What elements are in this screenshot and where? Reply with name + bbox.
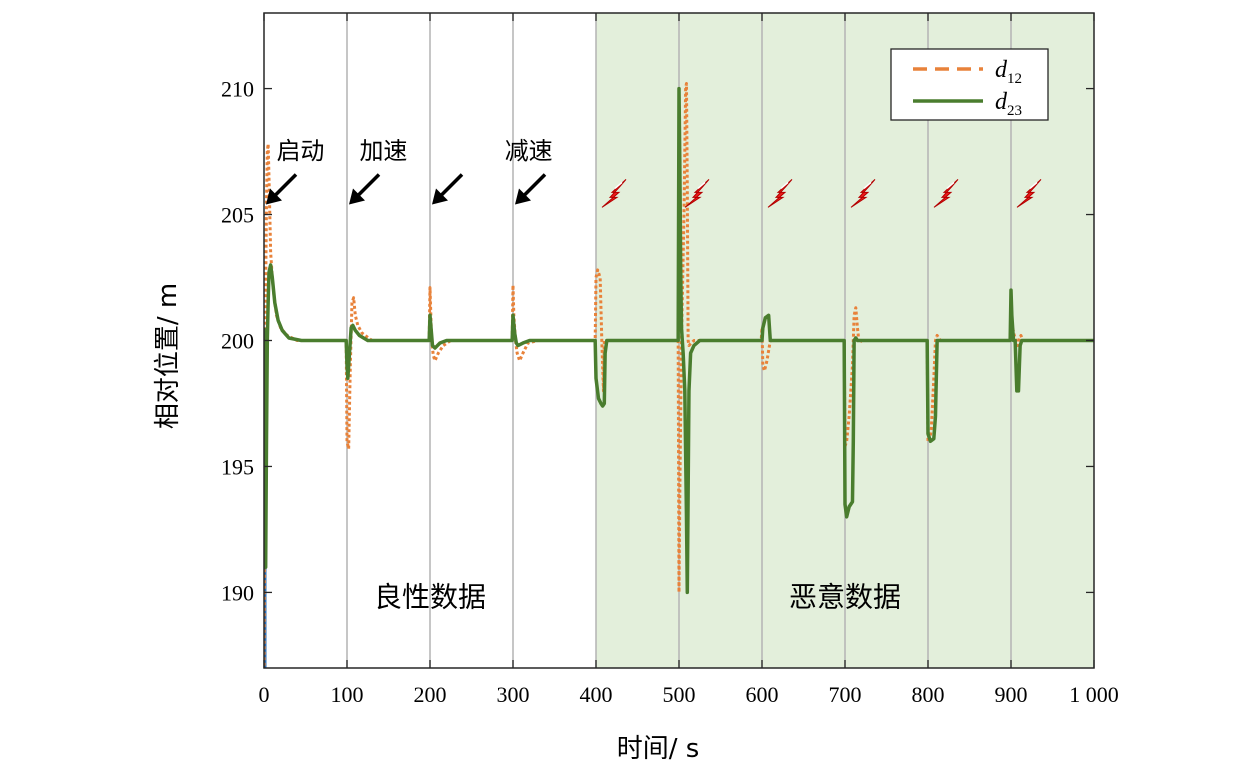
- x-tick-label: 0: [259, 682, 270, 707]
- x-tick-label: 500: [663, 682, 696, 707]
- x-tick-label: 800: [912, 682, 945, 707]
- lightning-highlight: [863, 181, 872, 189]
- arrow-shaft: [272, 173, 298, 198]
- lightning-attack-icon: [933, 179, 959, 208]
- lightning-attack-icon: [1016, 179, 1042, 208]
- annotations: 启动 加速 减速: [266, 137, 1042, 208]
- x-tick-label: 300: [497, 682, 530, 707]
- lightning-attack-icon: [684, 179, 710, 208]
- axes: 0 100 200 300 400 500 600 700 800 900 1 000 190 195 2…: [221, 12, 1119, 707]
- lightning-highlight: [1029, 181, 1038, 189]
- data-series: [264, 82, 1094, 668]
- x-tick-label: 100: [331, 682, 364, 707]
- x-tick-label: 400: [580, 682, 613, 707]
- lightning-attack-icon: [850, 179, 876, 208]
- x-tick-label: 900: [995, 682, 1028, 707]
- series-line-d23: [264, 86, 1094, 595]
- lightning-highlight: [697, 181, 706, 189]
- y-tick-label: 190: [221, 580, 254, 605]
- y-tick-label: 205: [221, 203, 254, 228]
- arrow-head: [515, 188, 531, 205]
- lightning-attack-icon: [767, 179, 793, 208]
- region-label: 良性数据: [374, 580, 486, 613]
- y-tick-label: 195: [221, 454, 254, 479]
- lightning-highlight: [946, 181, 955, 189]
- legend-box: [890, 48, 1049, 121]
- x-axis-title: 时间/ s: [617, 734, 700, 764]
- region-labels: 良性数据 恶意数据: [374, 580, 901, 613]
- lightning-highlight: [780, 181, 789, 189]
- x-tick-label: 600: [746, 682, 779, 707]
- y-tick-label: 200: [221, 329, 254, 354]
- event-label: 启动: [276, 137, 324, 165]
- y-axis-title: 相对位置/ m: [153, 283, 183, 429]
- arrow-shaft: [355, 173, 381, 198]
- x-tick-label: 700: [829, 682, 862, 707]
- lightning-highlight: [614, 181, 623, 189]
- event-label: 加速: [359, 137, 407, 165]
- region-label: 恶意数据: [789, 580, 901, 613]
- x-tick-label: 200: [414, 682, 447, 707]
- legend-label-subscript: 23: [1007, 103, 1022, 119]
- x-tick-label: 1 000: [1069, 682, 1119, 707]
- arrow-shaft: [438, 173, 464, 198]
- arrow-shaft: [521, 173, 547, 198]
- arrow-head: [349, 188, 365, 205]
- arrow-head: [266, 188, 282, 205]
- y-tick-label: 210: [221, 77, 254, 102]
- legend-label-subscript: 12: [1007, 71, 1022, 87]
- event-label: 减速: [505, 137, 553, 165]
- arrow-head: [432, 188, 448, 205]
- lightning-attack-icon: [601, 179, 627, 208]
